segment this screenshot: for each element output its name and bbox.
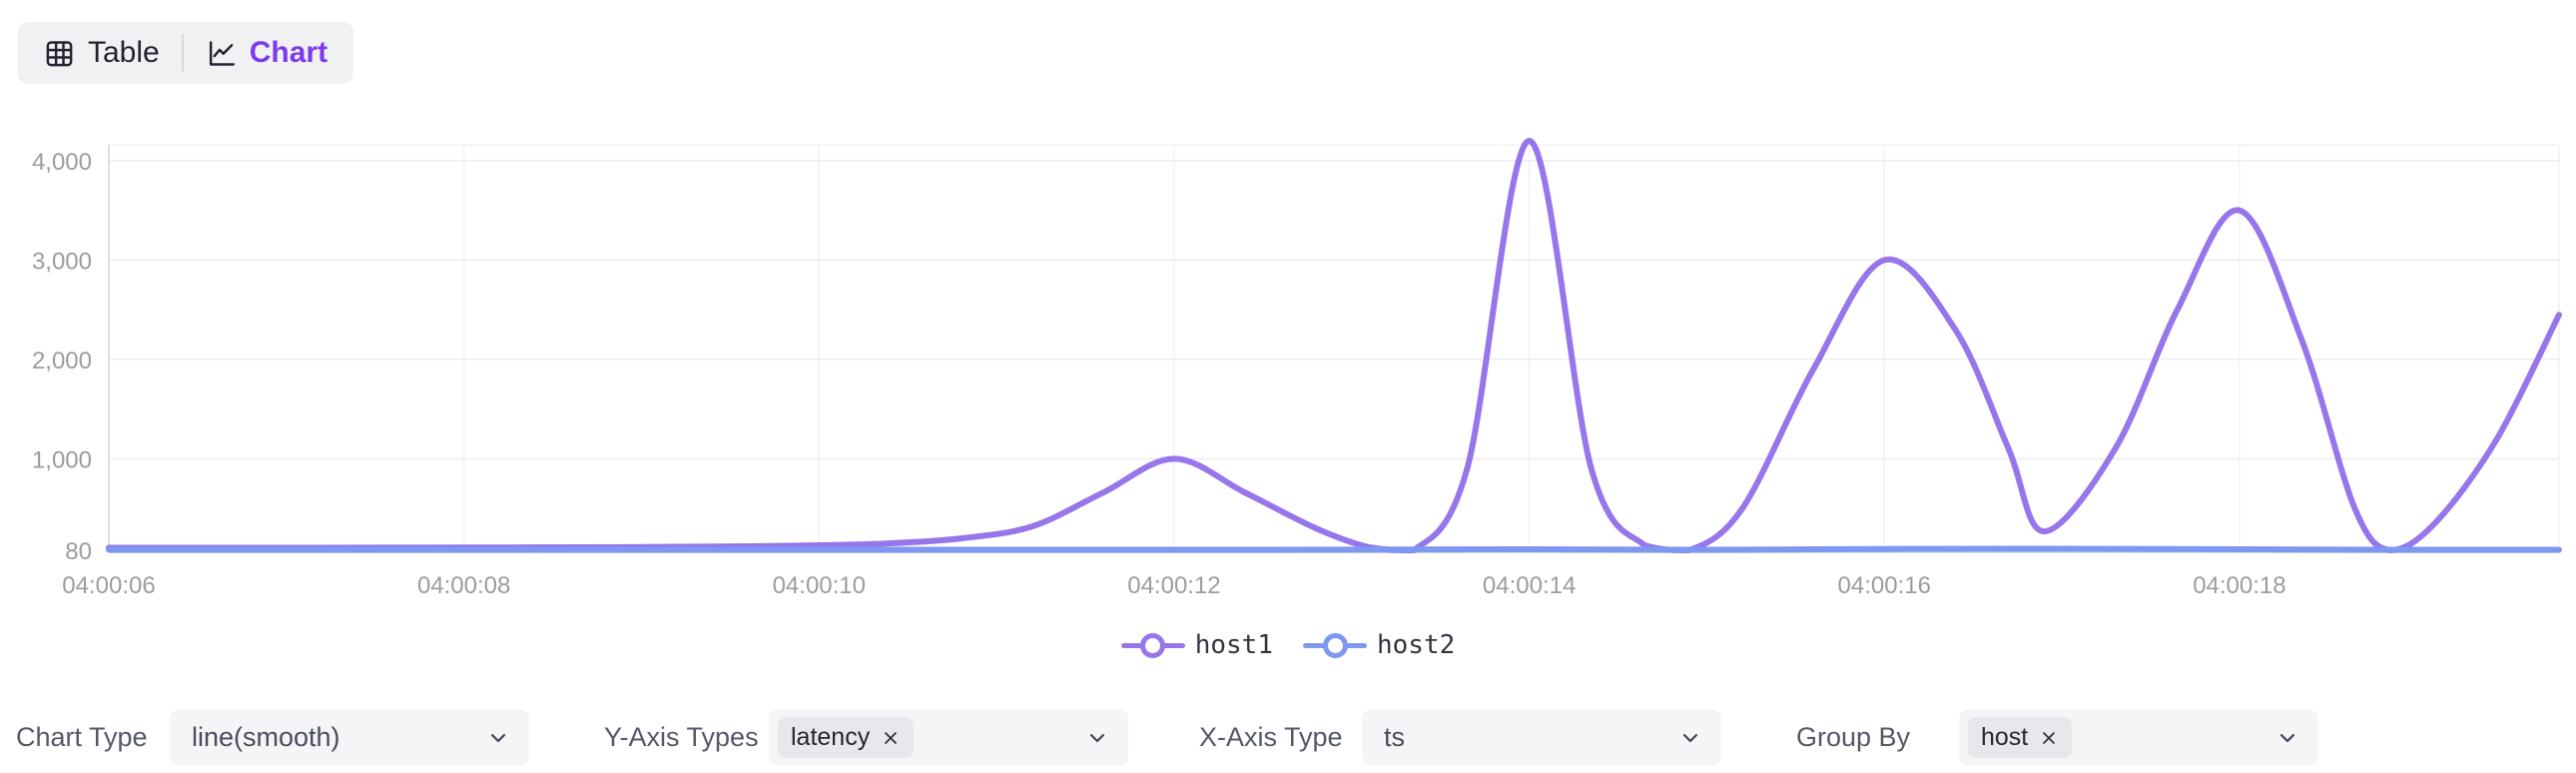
table-view-button[interactable]: Table xyxy=(22,26,182,80)
chevron-down-icon xyxy=(1089,733,1105,743)
remove-host-tag-icon[interactable] xyxy=(2039,728,2059,748)
legend-item-host1[interactable]: host1 xyxy=(1120,630,1273,660)
chart-legend: host1 host2 xyxy=(0,623,2576,667)
y-tick-label: 1,000 xyxy=(32,446,92,473)
chart-type-select[interactable]: line(smooth) xyxy=(170,709,529,766)
line-chart-canvas[interactable]: 80 1,000 2,000 3,000 4,000 04:00:06 04:00:08 04… xyxy=(0,0,2576,611)
remove-latency-tag-icon[interactable] xyxy=(881,728,901,748)
toggle-divider xyxy=(181,34,184,72)
chevron-down-icon xyxy=(490,733,506,743)
x-tick-label: 04:00:06 xyxy=(62,572,155,599)
table-icon xyxy=(46,40,73,66)
chart-type-label: Chart Type xyxy=(16,722,148,752)
legend-label-host1: host1 xyxy=(1194,630,1273,660)
tag-latency: latency xyxy=(778,717,915,758)
chart-view-label: Chart xyxy=(249,36,328,69)
x-axis-type-select[interactable]: ts xyxy=(1362,709,1721,766)
x-axis-type-label: X-Axis Type xyxy=(1199,722,1343,752)
x-axis-type-value: ts xyxy=(1384,722,1406,752)
x-tick-label: 04:00:18 xyxy=(2193,572,2285,599)
y-tick-label: 4,000 xyxy=(32,149,92,176)
legend-item-host2[interactable]: host2 xyxy=(1303,630,1455,660)
series-line-host2[interactable] xyxy=(106,545,2562,553)
series-line-host1[interactable] xyxy=(106,137,2562,554)
y-tick-label: 2,000 xyxy=(32,348,92,375)
x-tick-label: 04:00:12 xyxy=(1127,572,1220,599)
y-tick-label: 3,000 xyxy=(32,248,92,275)
chevron-down-icon xyxy=(1682,733,1698,743)
chevron-down-icon xyxy=(2279,733,2295,743)
tag-host-label: host xyxy=(1981,723,2029,751)
group-by-select[interactable]: host xyxy=(1959,709,2318,766)
y-axis-types-select[interactable]: latency xyxy=(769,709,1128,766)
legend-marker-host2 xyxy=(1303,632,1367,658)
y-axis-types-label: Y-Axis Types xyxy=(604,722,759,752)
x-tick-label: 04:00:16 xyxy=(1838,572,1931,599)
x-tick-label: 04:00:10 xyxy=(773,572,866,599)
tag-host: host xyxy=(1968,717,2073,758)
x-tick-label: 04:00:14 xyxy=(1483,572,1576,599)
chart-view-button[interactable]: Chart xyxy=(184,26,349,80)
chart-type-value: line(smooth) xyxy=(192,722,340,752)
view-toggle: Table Chart xyxy=(18,22,354,84)
line-chart-icon xyxy=(209,40,235,66)
y-tick-label: 80 xyxy=(65,538,92,565)
tag-latency-label: latency xyxy=(791,723,871,751)
chart-controls: Chart Type line(smooth) Y-Axis Types lat… xyxy=(0,709,2576,766)
legend-label-host2: host2 xyxy=(1377,630,1456,660)
x-tick-label: 04:00:08 xyxy=(417,572,510,599)
table-view-label: Table xyxy=(88,36,160,69)
legend-marker-host1 xyxy=(1120,632,1185,658)
group-by-label: Group By xyxy=(1796,722,1911,752)
